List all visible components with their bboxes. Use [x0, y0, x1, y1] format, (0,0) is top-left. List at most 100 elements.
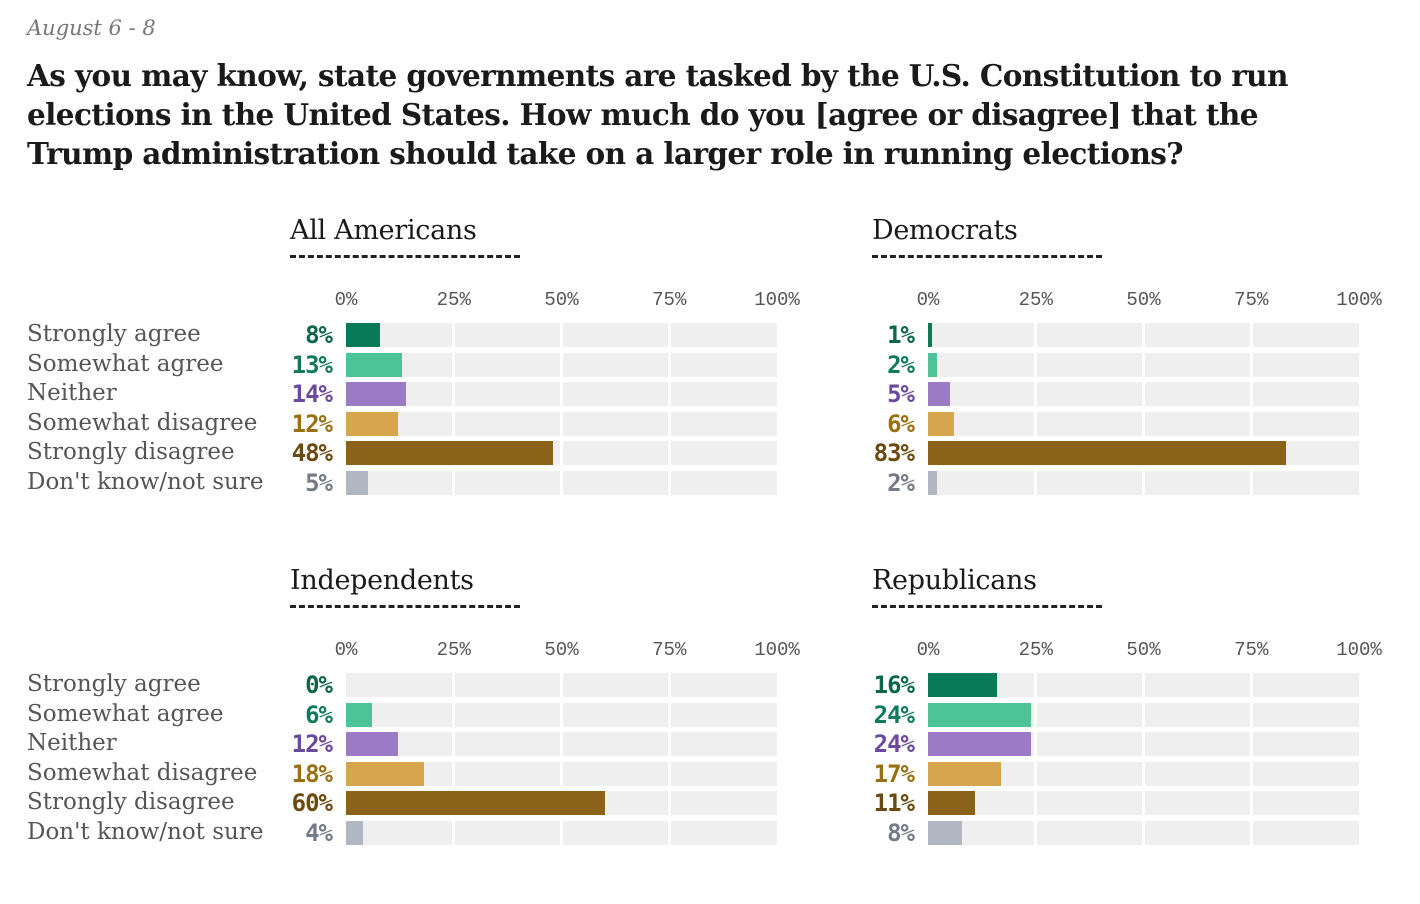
- bar-track-segment: [1037, 702, 1142, 727]
- bar-track-segment: [455, 761, 560, 786]
- panel-title: Republicans: [872, 565, 1037, 596]
- bar-track-segment: [670, 352, 777, 377]
- bar-track-segment: [1145, 702, 1250, 727]
- bar-somewhat-disagree: [346, 761, 424, 786]
- bar-neither: [346, 382, 407, 407]
- category-label: Neither: [27, 380, 117, 407]
- bar-track-segment: [670, 732, 777, 757]
- bar-track-segment: [1252, 471, 1359, 495]
- bar-don-t-know-not-sure: [346, 471, 368, 495]
- bar-strongly-disagree: [346, 791, 605, 816]
- bar-track-segment: [1037, 411, 1142, 436]
- bar-track-segment: [563, 441, 668, 466]
- bar-track-segment: [670, 761, 777, 786]
- bar-track-segment: [1037, 821, 1142, 845]
- x-tick-label: 100%: [1336, 289, 1382, 311]
- bar-don-t-know-not-sure: [928, 471, 937, 495]
- bar-somewhat-agree: [346, 702, 372, 727]
- bar-strongly-disagree: [928, 791, 976, 816]
- bar-somewhat-agree: [928, 702, 1032, 727]
- x-tick-label: 25%: [436, 289, 471, 311]
- value-label: 16%: [873, 671, 915, 699]
- x-tick-label: 100%: [754, 639, 800, 661]
- bar-track-segment: [670, 702, 777, 727]
- bar-track-segment: [670, 471, 777, 495]
- bar-track-segment: [563, 761, 668, 786]
- bar-track-segment: [455, 471, 560, 495]
- x-tick-label: 0%: [916, 289, 940, 311]
- x-tick-label: 100%: [754, 289, 800, 311]
- title-underline: [290, 605, 520, 608]
- bar-track-segment: [1252, 702, 1359, 727]
- bar-track-segment: [1252, 382, 1359, 407]
- bar-track-segment: [670, 821, 777, 845]
- value-label: 6%: [305, 700, 333, 729]
- value-label: 18%: [291, 759, 333, 788]
- bar-track-segment: [1037, 382, 1142, 407]
- bar-track-segment: [455, 821, 560, 845]
- bar-track-segment: [563, 411, 668, 436]
- bar-track-segment: [1037, 732, 1142, 757]
- bar-track-segment: [670, 441, 777, 466]
- bar-track-segment: [563, 821, 668, 845]
- bar-track-segment: [1037, 471, 1142, 495]
- x-tick-label: 75%: [1234, 639, 1269, 661]
- x-tick-label: 0%: [916, 639, 940, 661]
- value-label: 8%: [887, 819, 915, 847]
- x-tick-label: 50%: [1126, 639, 1161, 661]
- value-label: 4%: [305, 819, 333, 847]
- value-label: 11%: [873, 789, 915, 818]
- date-label: August 6 - 8: [27, 16, 156, 40]
- value-label: 8%: [305, 321, 333, 349]
- bar-track-segment: [1145, 732, 1250, 757]
- value-label: 24%: [873, 700, 915, 729]
- category-label: Strongly agree: [27, 671, 201, 697]
- value-label: 12%: [291, 409, 333, 438]
- value-label: 5%: [887, 380, 915, 409]
- bar-don-t-know-not-sure: [346, 821, 364, 845]
- bar-track-segment: [1252, 411, 1359, 436]
- bar-track-segment: [455, 702, 560, 727]
- bar-somewhat-agree: [346, 352, 403, 377]
- value-label: 14%: [291, 380, 333, 409]
- bar-track-segment: [455, 732, 560, 757]
- bar-somewhat-disagree: [346, 411, 398, 436]
- category-label: Strongly disagree: [27, 789, 235, 816]
- bar-strongly-disagree: [928, 441, 1286, 466]
- x-tick-label: 75%: [652, 639, 687, 661]
- bar-track-segment: [670, 411, 777, 436]
- bar-track-segment: [455, 352, 560, 377]
- bar-track-segment: [1252, 821, 1359, 845]
- value-label: 12%: [291, 730, 333, 759]
- bar-track-segment: [563, 471, 668, 495]
- bar-track-segment: [1145, 411, 1250, 436]
- bar-track-segment: [670, 791, 777, 816]
- bar-track-segment: [1145, 673, 1250, 697]
- x-tick-label: 100%: [1336, 639, 1382, 661]
- bar-track-segment: [1037, 323, 1142, 347]
- bar-track-segment: [1145, 323, 1250, 347]
- panel-title: Democrats: [872, 215, 1018, 246]
- bar-track-segment: [563, 323, 668, 347]
- bar-track-segment: [1145, 471, 1250, 495]
- bar-track-segment: [1252, 323, 1359, 347]
- value-label: 13%: [291, 350, 333, 379]
- bar-track-segment: [928, 323, 1035, 347]
- bar-strongly-agree: [346, 323, 381, 347]
- bar-neither: [928, 732, 1032, 757]
- x-tick-label: 50%: [1126, 289, 1161, 311]
- value-label: 0%: [305, 671, 333, 699]
- category-label: Somewhat agree: [27, 350, 224, 377]
- category-label: Somewhat disagree: [27, 409, 258, 436]
- value-label: 2%: [887, 350, 915, 379]
- value-label: 48%: [291, 439, 333, 468]
- bar-track-segment: [670, 323, 777, 347]
- category-label: Don't know/not sure: [27, 469, 264, 495]
- bar-track-segment: [1252, 673, 1359, 697]
- panel-title: All Americans: [290, 215, 477, 246]
- bar-somewhat-disagree: [928, 411, 954, 436]
- bar-track-segment: [1252, 761, 1359, 786]
- bar-track-segment: [455, 323, 560, 347]
- value-label: 6%: [887, 409, 915, 438]
- bar-track-segment: [455, 673, 560, 697]
